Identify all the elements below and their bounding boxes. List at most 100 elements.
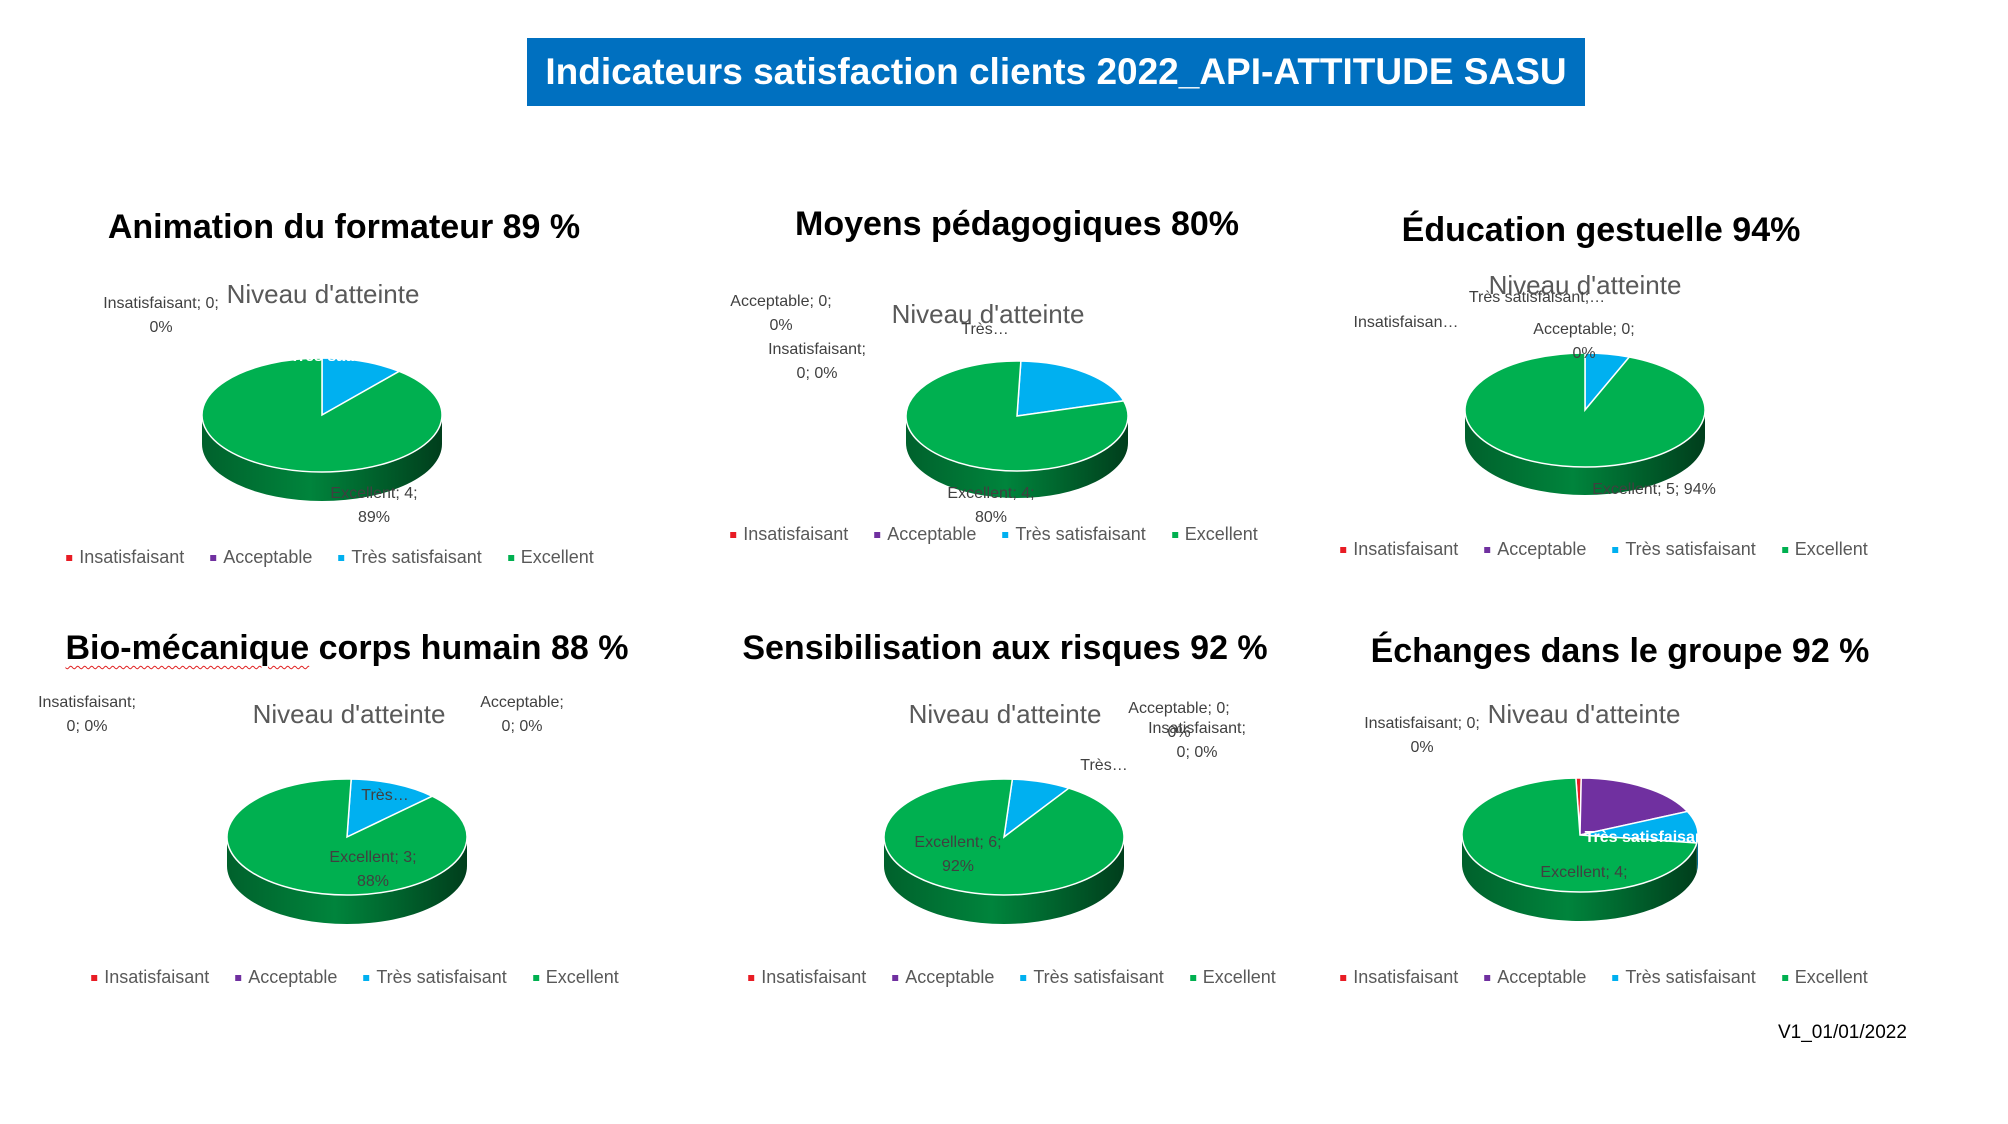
data-label-biomecanique-acceptable: Acceptable; 0; 0% <box>480 694 564 735</box>
data-label-biomecanique-tres-satisfaisant: Très… <box>361 787 409 804</box>
legend-echanges: Insatisfaisant Acceptable Très satisfais… <box>1340 967 1868 988</box>
legend-swatch <box>235 974 242 981</box>
legend-label: Excellent <box>545 967 619 987</box>
pie-slice-excellent <box>1461 777 1698 893</box>
heading-underlined-word: Bio-mécanique <box>65 629 310 667</box>
data-label-animation-insatisfaisant: Insatisfaisant; 0; 0% <box>103 295 219 336</box>
legend-moyens: Insatisfaisant Acceptable Très satisfais… <box>730 524 1258 545</box>
legend-item-acceptable: Acceptable <box>1484 539 1586 560</box>
legend-swatch <box>507 554 514 561</box>
data-label-sensibilisation-acceptable: Acceptable; 0; 0% <box>1128 700 1230 741</box>
pie-side <box>884 837 1124 924</box>
pie-side <box>202 415 442 501</box>
data-label-sensibilisation-tres-satisfaisant: Très… <box>1080 757 1128 774</box>
chart-title-sensibilisation: Niveau d'atteinte <box>908 699 1102 729</box>
pie-slice-side-excellent <box>906 416 1128 498</box>
legend-item-acceptable: Acceptable <box>874 524 976 545</box>
pie-slice-side-excellent <box>202 415 442 501</box>
legend-item-acceptable: Acceptable <box>235 967 337 988</box>
legend-swatch <box>210 554 217 561</box>
legend-swatch <box>730 531 737 538</box>
heading-rest: corps humain 88 % <box>309 629 629 667</box>
pie-slice-tres-satisfaisant <box>321 357 401 417</box>
legend-education: Insatisfaisant Acceptable Très satisfais… <box>1340 539 1868 560</box>
legend-label: Très satisfaisant <box>1033 967 1164 987</box>
data-label-education-acceptable: Acceptable; 0; 0% <box>1533 321 1635 362</box>
data-label-animation-tres-satisfaisant: Très satisfaisant; 0 <box>290 348 370 365</box>
legend-swatch <box>1781 546 1788 553</box>
chart-title-animation: Niveau d'atteinte <box>226 279 420 309</box>
pie-slice-excellent <box>1464 352 1706 468</box>
pie-side <box>1465 410 1705 495</box>
legend-label: Excellent <box>1794 539 1868 559</box>
pie-side <box>227 837 467 924</box>
chart-title-echanges: Niveau d'atteinte <box>1487 699 1681 729</box>
data-label-echanges-insatisfaisant: Insatisfaisant; 0; 0% <box>1364 715 1480 756</box>
legend-item-insatisfaisant: Insatisfaisant <box>91 967 209 988</box>
legend-label: Excellent <box>1184 524 1258 544</box>
legend-label: Insatisfaisant <box>761 967 867 987</box>
legend-swatch <box>338 554 345 561</box>
legend-animation: Insatisfaisant Acceptable Très satisfais… <box>66 547 594 568</box>
chart-title-biomecanique: Niveau d'atteinte <box>252 699 446 729</box>
pie-slice-excellent <box>883 778 1125 896</box>
legend-label: Très satisfaisant <box>1015 524 1146 544</box>
legend-label: Acceptable <box>248 967 338 987</box>
data-label-moyens-insatisfaisant: Insatisfaisant; 0; 0% <box>768 341 866 382</box>
pie-top <box>1464 352 1706 468</box>
legend-item-insatisfaisant: Insatisfaisant <box>66 547 184 568</box>
legend-swatch <box>1002 531 1009 538</box>
legend-item-acceptable: Acceptable <box>892 967 994 988</box>
legend-item-excellent: Excellent <box>1781 967 1868 988</box>
legend-swatch <box>91 974 98 981</box>
data-label-sensibilisation-insatisfaisant: Insatisfaisant; 0; 0% <box>1148 720 1246 761</box>
legend-label: Insatisfaisant <box>79 547 185 567</box>
legend-swatch <box>748 974 755 981</box>
legend-swatch <box>1171 531 1178 538</box>
legend-label: Très satisfaisant <box>1625 967 1756 987</box>
legend-item-tres-satisfaisant: Très satisfaisant <box>1020 967 1164 988</box>
data-label-biomecanique-insatisfaisant: Insatisfaisant; 0; 0% <box>38 694 136 735</box>
pie-slice-acceptable <box>1579 777 1689 836</box>
legend-swatch <box>1612 974 1619 981</box>
legend-label: Très satisfaisant <box>351 547 482 567</box>
legend-swatch <box>1484 546 1491 553</box>
chart-heading-education: Éducation gestuelle 94% <box>1401 211 1801 249</box>
data-label-moyens-acceptable: Acceptable; 0; 0% <box>730 293 832 334</box>
legend-swatch <box>1340 546 1347 553</box>
legend-item-excellent: Excellent <box>1171 524 1258 545</box>
legend-label: Très satisfaisant <box>376 967 507 987</box>
legend-item-acceptable: Acceptable <box>1484 967 1586 988</box>
legend-swatch <box>892 974 899 981</box>
legend-swatch <box>1189 974 1196 981</box>
pie-slice-excellent <box>905 360 1129 472</box>
legend-swatch <box>1340 974 1347 981</box>
pie-side <box>906 416 1128 498</box>
pie-top <box>905 360 1129 472</box>
legend-label: Acceptable <box>887 524 977 544</box>
legend-label: Acceptable <box>1497 539 1587 559</box>
pie-slice-tres-satisfaisant <box>346 778 434 839</box>
legend-item-tres-satisfaisant: Très satisfaisant <box>1612 539 1756 560</box>
legend-item-insatisfaisant: Insatisfaisant <box>730 524 848 545</box>
legend-swatch <box>1612 546 1619 553</box>
legend-swatch <box>1484 974 1491 981</box>
data-label-moyens-excellent: Excellent; 4; 80% <box>947 485 1035 526</box>
legend-item-excellent: Excellent <box>532 967 619 988</box>
data-label-echanges-excellent: Excellent; 4; <box>1540 864 1628 881</box>
pie-slice-side-excellent <box>1465 410 1705 495</box>
pie-top <box>201 357 443 473</box>
legend-swatch <box>363 974 370 981</box>
legend-label: Insatisfaisant <box>1353 539 1459 559</box>
pie-top <box>226 778 468 896</box>
chart-heading-biomecanique: Bio-mécanique corps humain 88 % <box>65 629 628 668</box>
legend-item-tres-satisfaisant: Très satisfaisant <box>1612 967 1756 988</box>
pie-slice-excellent <box>226 778 468 896</box>
data-label-animation-excellent: Excellent; 4; 89% <box>330 485 418 526</box>
legend-label: Insatisfaisant <box>1353 967 1459 987</box>
legend-biomecanique: Insatisfaisant Acceptable Très satisfais… <box>91 967 619 988</box>
chart-heading-animation: Animation du formateur 89 % <box>107 208 581 246</box>
